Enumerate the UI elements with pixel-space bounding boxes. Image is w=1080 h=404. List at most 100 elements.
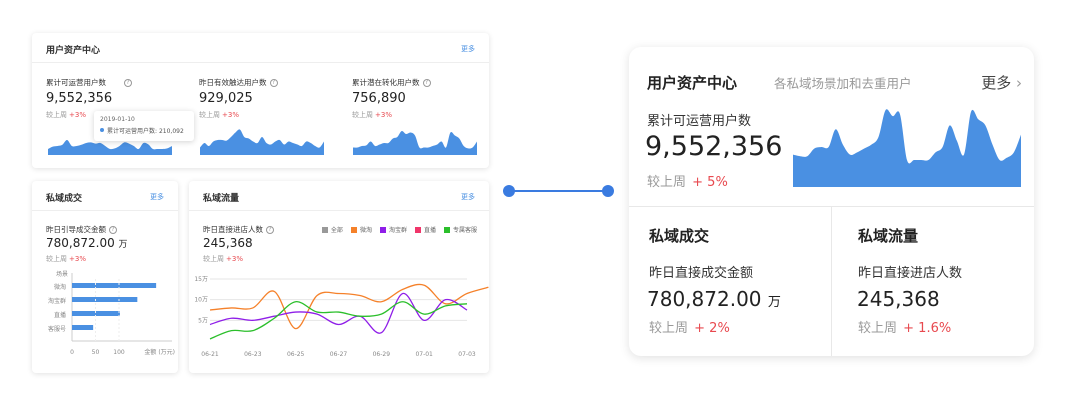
legend-swatch — [379, 227, 386, 233]
legend-item[interactable]: 专属客服 — [436, 227, 477, 234]
sparkline-area[interactable] — [353, 125, 477, 155]
x-tick-label: 06-29 — [373, 351, 391, 358]
card-title: 用户资产中心 — [46, 46, 101, 56]
change-value: +3% — [69, 255, 86, 263]
card-title: 用户资产中心 — [647, 74, 738, 92]
help-icon[interactable]: ? — [266, 226, 274, 234]
chart-legend: 全部 微淘 淘宝群 直播 专属客服 — [314, 225, 477, 234]
private-deal-card: 私域成交 更多 昨日引导成交金额? 780,872.00 万 较上周 +3% 场景… — [32, 181, 178, 373]
help-icon[interactable]: ? — [269, 79, 278, 87]
legend-swatch — [414, 227, 421, 233]
series-line-专属客服[interactable] — [209, 301, 468, 340]
connector-dot-start — [503, 185, 515, 197]
series-line-微淘[interactable] — [209, 283, 489, 330]
compare-label: 较上周 — [647, 175, 687, 190]
bar-淘宝群[interactable] — [72, 297, 138, 302]
compare-label: 较上周 — [46, 255, 67, 263]
x-tick-label: 07-03 — [458, 351, 476, 358]
x-tick-label: 100 — [113, 349, 125, 356]
deal-metric-label: 昨日直接成交金额 — [649, 266, 754, 281]
tooltip-value: 210,092 — [158, 128, 184, 135]
legend-item[interactable]: 全部 — [314, 227, 343, 234]
category-label: 客服号 — [48, 325, 66, 333]
metric-label: 昨日直接进店人数 — [203, 225, 263, 234]
sparkline-fill — [353, 130, 477, 155]
card-title: 私域成交 — [46, 194, 83, 204]
metric-value: 929,025 — [199, 91, 253, 106]
legend-item[interactable]: 微淘 — [343, 227, 372, 234]
metric-label: 昨日有效触达用户数 — [199, 78, 267, 87]
tooltip-date: 2019-01-10 — [100, 116, 135, 123]
more-link[interactable]: 更多 — [461, 193, 475, 201]
change-value: + 2% — [694, 321, 730, 336]
y-tick-label: 10万 — [194, 297, 208, 304]
card-header: 私域成交 更多 — [32, 181, 178, 211]
private-traffic-card: 私域流量 更多 昨日直接进店人数? 245,368 较上周 +3% 全部 微淘 淘宝群… — [189, 181, 489, 373]
legend-label: 直播 — [423, 227, 436, 234]
x-tick-label: 50 — [92, 349, 100, 356]
bar-客服号[interactable] — [72, 325, 94, 330]
redesigned-card: 用户资产中心 各私域场景加和去重用户 更多 › 累计可运营用户数 9,552,3… — [629, 47, 1034, 356]
metric-value: 9,552,356 — [46, 91, 113, 106]
card-header: 用户资产中心 更多 — [32, 33, 489, 63]
legend-item[interactable]: 淘宝群 — [372, 227, 407, 234]
legend-label: 全部 — [330, 227, 343, 234]
deal-title: 私域成交 — [649, 227, 710, 245]
help-icon[interactable]: ? — [422, 79, 431, 87]
chart-tooltip: 2019-01-10 累计可运营用户数: 210,092 — [94, 111, 194, 141]
metric-label: 累计潜在转化用户数 — [352, 78, 420, 87]
change-value: + 1.6% — [903, 321, 952, 336]
card-header: 私域流量 更多 — [189, 181, 489, 211]
more-link[interactable]: 更多 — [150, 193, 164, 201]
divider-vertical — [831, 206, 832, 356]
x-tick-label: 0 — [70, 349, 74, 356]
traffic-metric-value: 245,368 — [857, 287, 940, 311]
x-tick-label: 06-25 — [287, 351, 305, 358]
compare-label: 较上周 — [199, 111, 220, 119]
compare-label: 较上周 — [649, 321, 689, 336]
more-button[interactable]: 更多 › — [981, 72, 1022, 93]
series-line-淘宝群[interactable] — [209, 292, 468, 334]
legend-label: 专属客服 — [452, 227, 477, 234]
deal-metric-unit: 万 — [767, 295, 781, 310]
compare-label: 较上周 — [203, 255, 224, 263]
category-label: 直播 — [54, 311, 66, 319]
bar-微淘[interactable] — [72, 283, 157, 288]
sparkline-area[interactable] — [200, 125, 324, 155]
legend-item[interactable]: 直播 — [407, 227, 436, 234]
more-label: 更多 — [981, 74, 1012, 92]
more-link[interactable]: 更多 — [461, 45, 475, 53]
help-icon[interactable]: ? — [109, 226, 117, 234]
y-tick-label: 15万 — [194, 276, 208, 283]
change-value: +3% — [375, 111, 392, 119]
metric-value: 780,872.00 — [46, 236, 115, 250]
sparkline-area[interactable] — [793, 109, 1021, 187]
tooltip-dot — [100, 128, 104, 132]
deal-metric-value: 780,872.00 — [647, 287, 762, 311]
legend-label: 微淘 — [359, 227, 372, 234]
connector — [503, 185, 614, 197]
legend-swatch — [350, 227, 357, 233]
metric-value: 9,552,356 — [645, 131, 783, 162]
change-value: +3% — [226, 255, 243, 263]
traffic-title: 私域流量 — [858, 227, 919, 245]
legend-swatch — [321, 227, 328, 233]
metric-label: 昨日引导成交金额 — [46, 225, 106, 234]
x-tick-label: 06-23 — [244, 351, 262, 358]
legend-swatch — [443, 227, 450, 233]
metric-label: 累计可运营用户数 — [46, 78, 106, 87]
x-axis-label: 金额 (万元) — [144, 348, 175, 356]
metric-value: 245,368 — [203, 236, 253, 250]
help-icon[interactable]: ? — [124, 79, 132, 87]
bar-直播[interactable] — [72, 311, 120, 316]
card-subtitle: 各私域场景加和去重用户 — [774, 76, 912, 91]
sparkline-fill — [48, 139, 172, 155]
metric-label: 累计可运营用户数 — [647, 114, 752, 129]
metric-value: 756,890 — [352, 91, 406, 106]
connector-dot-end — [602, 185, 614, 197]
sparkline-area[interactable] — [48, 125, 172, 155]
sparkline-fill — [200, 129, 324, 155]
asset-center-card: 用户资产中心 更多 累计可运营用户数? 9,552,356 较上周 +3% 昨日有… — [32, 33, 489, 168]
metric-unit: 万 — [118, 240, 128, 250]
